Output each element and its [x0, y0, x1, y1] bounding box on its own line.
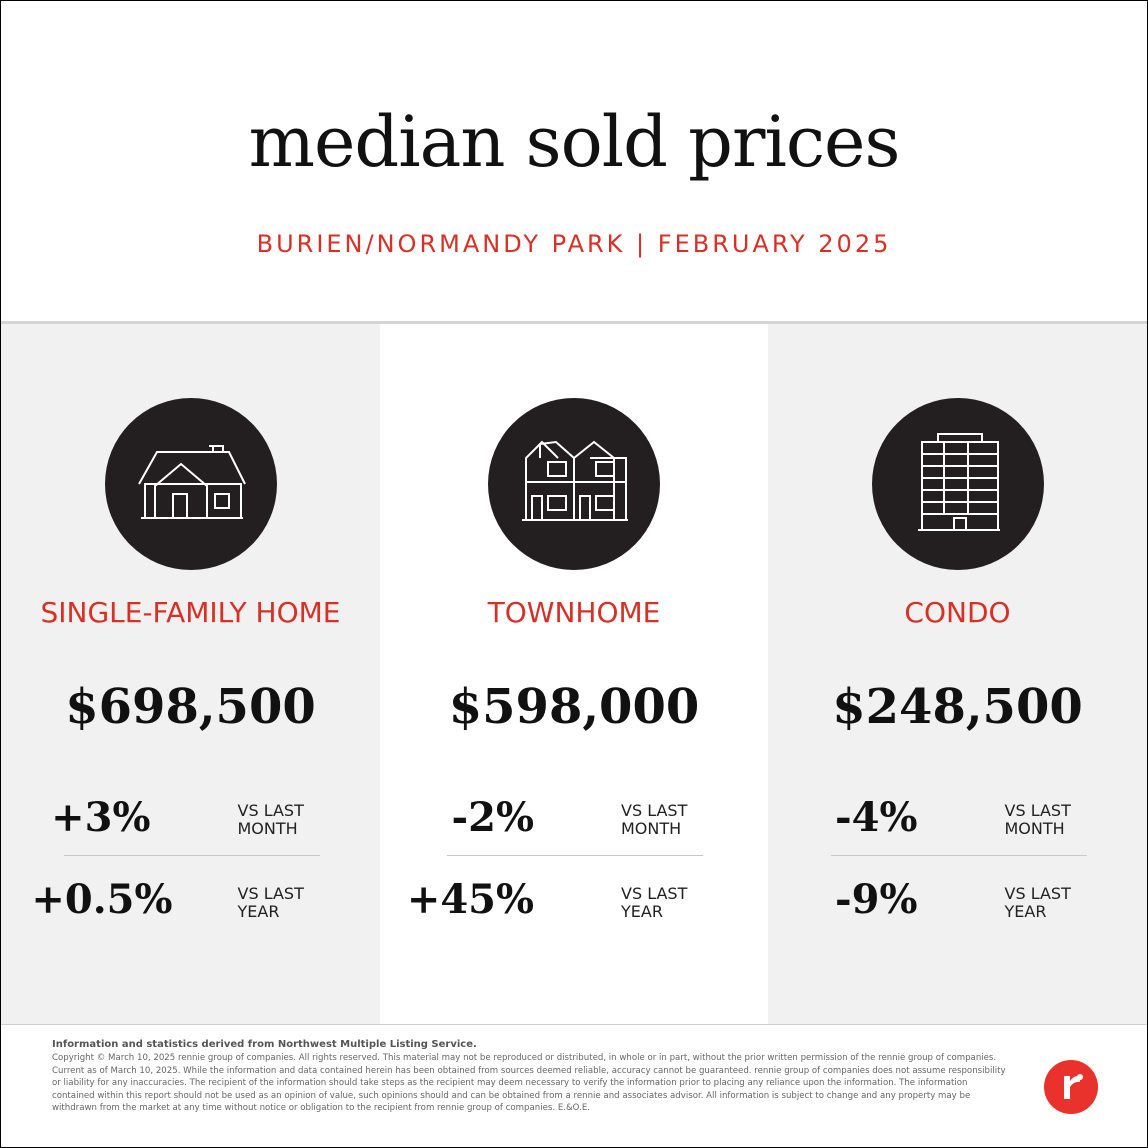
change-value: +3%: [51, 794, 151, 841]
change-label: VS LAST MONTH: [237, 801, 304, 838]
column: SINGLE-FAMILY HOME $698,500 +3% VS LAST …: [1, 324, 380, 1024]
title: median sold prices: [248, 101, 901, 183]
change-label: VS LAST YEAR: [1004, 884, 1071, 921]
change-label: VS LAST YEAR: [237, 884, 304, 921]
divider: [63, 855, 320, 856]
change-label: VS LAST MONTH: [1004, 801, 1071, 838]
divider: [830, 855, 1087, 856]
column: TOWNHOME $598,000 -2% VS LAST MONTH +45%…: [380, 324, 768, 1024]
change-value: -2%: [451, 794, 534, 841]
townhome-icon: [488, 398, 660, 570]
source-note: Information and statistics derived from …: [52, 1039, 477, 1050]
divider: [447, 855, 703, 856]
price: $248,500: [832, 679, 1083, 735]
house-icon: [104, 398, 277, 570]
price: $598,000: [448, 679, 700, 735]
column: CONDO $248,500 -4% VS LAST MONTH -9% VS …: [768, 324, 1147, 1024]
category-label: TOWNHOME: [487, 596, 661, 629]
change-value: +45%: [406, 876, 534, 923]
logo: [1044, 1060, 1098, 1114]
price: $698,500: [65, 679, 316, 735]
disclaimer: Copyright © March 10, 2025 rennie group …: [52, 1053, 1006, 1114]
condo-icon: [871, 398, 1044, 570]
category-label: CONDO: [904, 596, 1011, 629]
change-value: -4%: [835, 794, 918, 841]
change-value: +0.5%: [31, 876, 173, 923]
columns: SINGLE-FAMILY HOME $698,500 +3% VS LAST …: [1, 321, 1147, 1025]
subtitle: BURIEN/NORMANDY PARK | FEBRUARY 2025: [256, 230, 892, 258]
change-value: -9%: [835, 876, 918, 923]
change-label: VS LAST MONTH: [621, 801, 688, 838]
category-label: SINGLE-FAMILY HOME: [40, 596, 341, 629]
change-label: VS LAST YEAR: [621, 884, 688, 921]
